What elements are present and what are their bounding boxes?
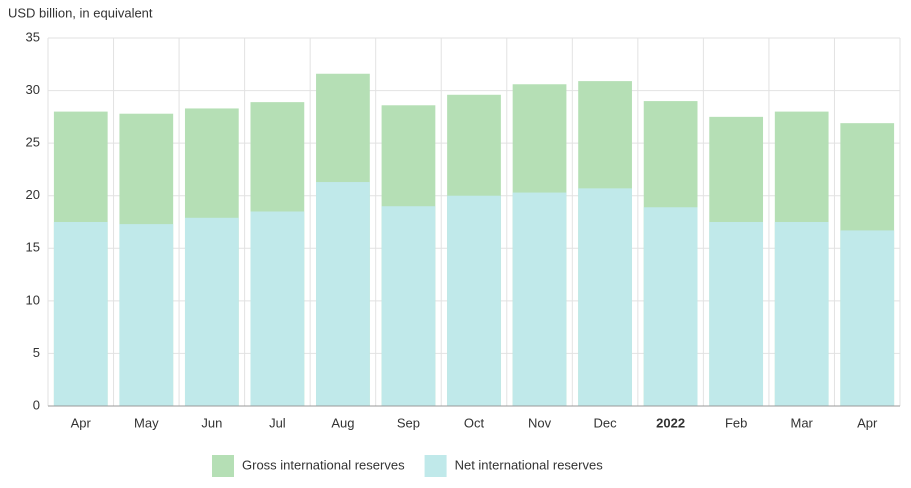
y-tick-label: 5 xyxy=(33,345,40,360)
x-tick-label: Jul xyxy=(269,415,286,430)
bar xyxy=(512,192,567,406)
bar xyxy=(119,224,174,406)
y-tick-label: 30 xyxy=(26,82,40,97)
x-tick-label: Oct xyxy=(464,415,485,430)
x-tick-label: Mar xyxy=(790,415,813,430)
bar xyxy=(643,207,698,406)
legend-swatch xyxy=(424,455,447,477)
bar xyxy=(381,206,436,406)
x-tick-label: 2022 xyxy=(656,415,685,430)
bar xyxy=(316,182,370,406)
bar xyxy=(840,230,895,406)
bar xyxy=(184,217,239,406)
y-tick-label: 10 xyxy=(26,292,40,307)
x-tick-label: Feb xyxy=(725,415,747,430)
bar xyxy=(578,188,632,406)
x-tick-label: Aug xyxy=(331,415,354,430)
x-tick-label: Apr xyxy=(857,415,878,430)
bar xyxy=(709,222,764,406)
bar xyxy=(774,222,829,406)
legend-swatch xyxy=(212,455,234,477)
x-tick-label: Nov xyxy=(528,415,552,430)
x-tick-label: May xyxy=(134,415,159,430)
x-tick-label: Jun xyxy=(201,415,222,430)
legend-label: Gross international reserves xyxy=(242,457,405,472)
bar xyxy=(53,222,108,406)
bar xyxy=(250,211,305,406)
x-tick-label: Apr xyxy=(71,415,92,430)
y-tick-label: 15 xyxy=(26,240,40,255)
y-tick-label: 25 xyxy=(26,135,40,150)
legend-label: Net international reserves xyxy=(455,457,604,472)
x-tick-label: Sep xyxy=(397,415,420,430)
y-tick-label: 20 xyxy=(26,187,40,202)
y-axis-label: USD billion, in equivalent xyxy=(8,5,153,20)
y-tick-label: 35 xyxy=(26,29,40,44)
bar xyxy=(447,195,501,406)
x-tick-label: Dec xyxy=(594,415,618,430)
y-tick-label: 0 xyxy=(33,397,40,412)
